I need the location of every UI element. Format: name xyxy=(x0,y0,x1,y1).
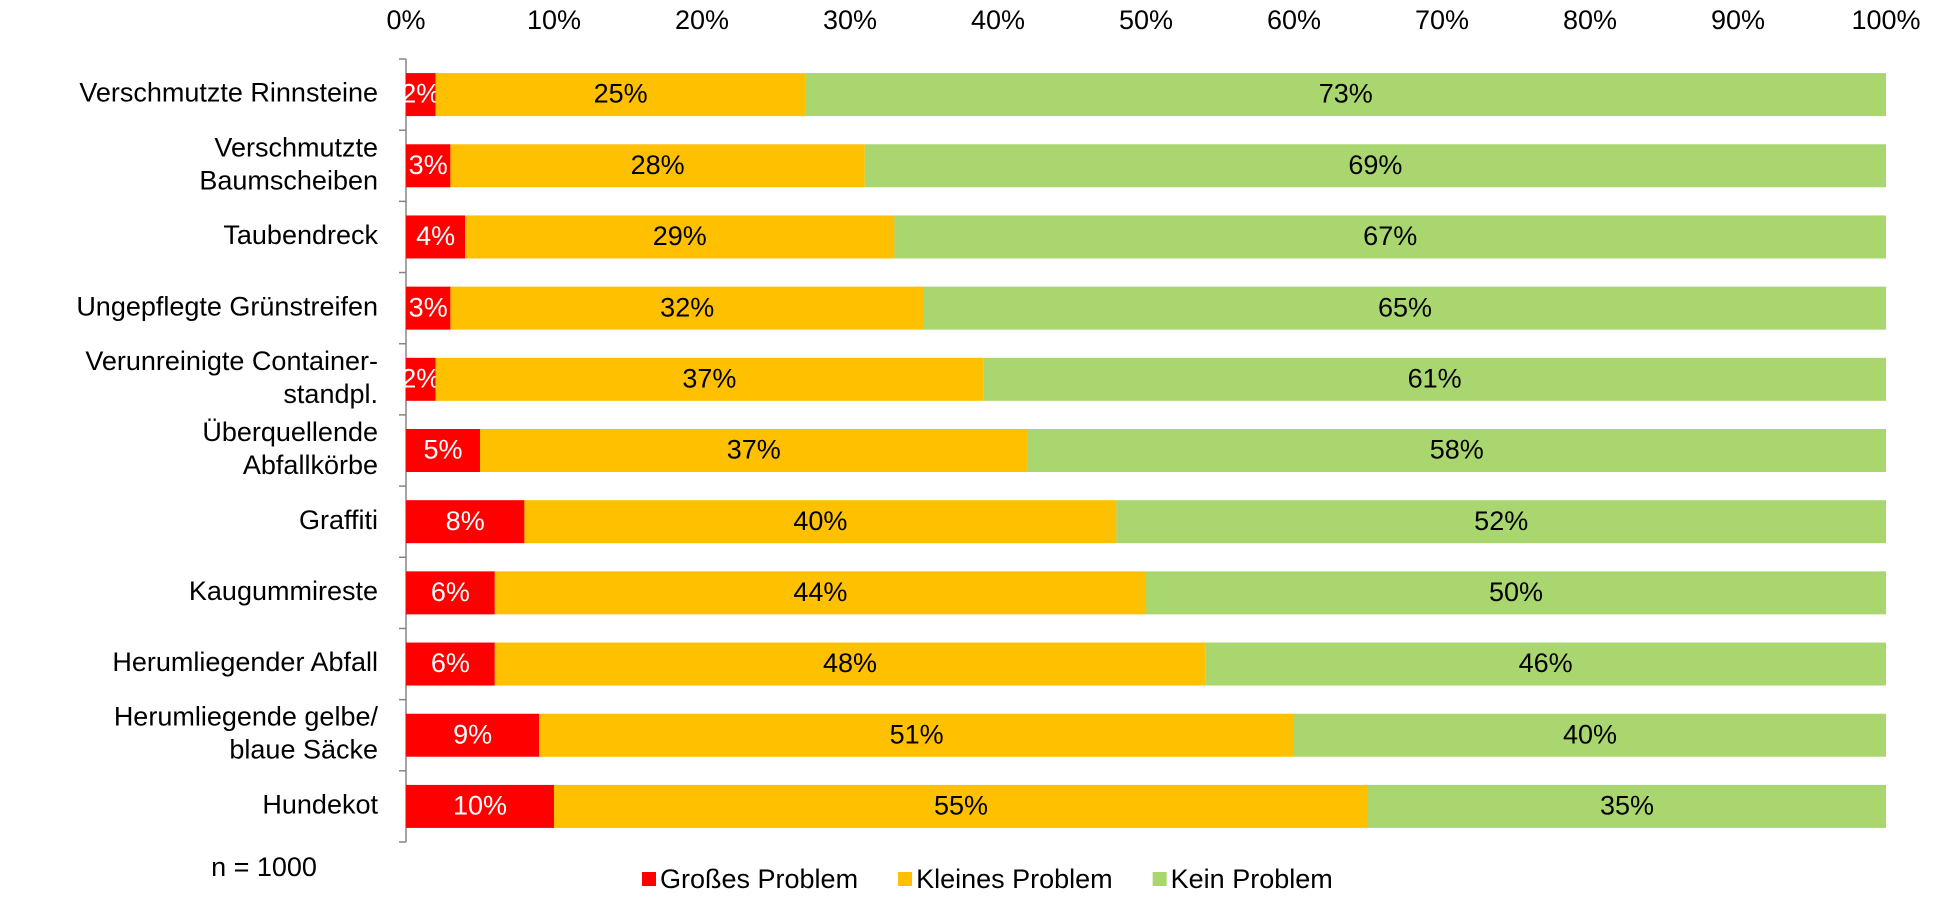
sample-note: n = 1000 xyxy=(211,852,317,882)
data-label: 5% xyxy=(423,435,462,465)
bar-segment xyxy=(1294,713,1886,757)
data-label: 37% xyxy=(682,363,736,393)
x-tick-label: 80% xyxy=(1563,5,1617,35)
data-label: 69% xyxy=(1348,150,1402,180)
bar-segment xyxy=(406,144,451,188)
x-tick-label: 100% xyxy=(1851,5,1920,35)
x-tick-label: 90% xyxy=(1711,5,1765,35)
data-label: 50% xyxy=(1489,577,1543,607)
data-label: 2% xyxy=(401,79,440,109)
bar-segment xyxy=(554,784,1368,828)
bar-segment xyxy=(406,73,436,117)
x-tick-label: 70% xyxy=(1415,5,1469,35)
bar-segment xyxy=(1205,642,1886,686)
bar-segment xyxy=(406,500,525,544)
bar-segment xyxy=(924,286,1886,330)
category-label: Graffiti xyxy=(299,505,378,535)
bar-segment xyxy=(480,429,1028,472)
data-label: 37% xyxy=(727,435,781,465)
bar-segment xyxy=(435,73,806,117)
legend-swatch xyxy=(898,872,913,886)
bar-segment xyxy=(406,429,480,472)
bar-segment xyxy=(494,571,1146,615)
bar-segment xyxy=(1027,429,1886,472)
bar-segment xyxy=(406,215,466,259)
x-tick-label: 0% xyxy=(386,5,425,35)
legend-swatch xyxy=(1152,872,1167,886)
data-label: 8% xyxy=(446,506,485,536)
bar-segment xyxy=(465,215,895,259)
data-label: 48% xyxy=(823,648,877,678)
legend-label: Kleines Problem xyxy=(916,864,1113,894)
bar-segment xyxy=(1368,784,1886,828)
bar-segment xyxy=(406,784,554,828)
bar-segment xyxy=(539,713,1294,757)
data-label: 73% xyxy=(1319,79,1373,109)
category-label: Herumliegender Abfall xyxy=(112,647,378,677)
bar-segment xyxy=(1146,571,1886,615)
x-tick-label: 40% xyxy=(971,5,1025,35)
x-tick-label: 20% xyxy=(675,5,729,35)
category-label: Ungepflegte Grünstreifen xyxy=(76,291,378,321)
legend-swatch xyxy=(642,872,656,886)
bar-segment xyxy=(894,215,1886,259)
bar-segment xyxy=(406,571,495,615)
data-label: 2% xyxy=(401,363,440,393)
data-label: 44% xyxy=(793,577,847,607)
category-label: Verunreinigte Container-standpl. xyxy=(85,346,378,409)
x-tick-label: 30% xyxy=(823,5,877,35)
bar-segment xyxy=(864,144,1886,188)
bar-segment xyxy=(450,144,865,188)
data-label: 52% xyxy=(1474,506,1528,536)
data-label: 40% xyxy=(793,506,847,536)
data-label: 51% xyxy=(890,719,944,749)
legend-label: Großes Problem xyxy=(660,864,858,894)
bar-segment xyxy=(524,500,1117,544)
category-label: Herumliegende gelbe/blaue Säcke xyxy=(114,702,379,765)
data-label: 32% xyxy=(660,292,714,322)
data-label: 3% xyxy=(409,150,448,180)
bar-segment xyxy=(406,713,540,757)
bar-segment xyxy=(805,73,1886,117)
data-label: 28% xyxy=(631,150,685,180)
legend-label: Kein Problem xyxy=(1171,864,1333,894)
bar-segment xyxy=(450,286,924,330)
category-label: Verschmutzte Rinnsteine xyxy=(79,78,378,108)
data-label: 40% xyxy=(1563,719,1617,749)
bar-segment xyxy=(406,642,495,686)
bar-segment xyxy=(435,357,984,401)
data-label: 6% xyxy=(431,648,470,678)
data-label: 58% xyxy=(1430,435,1484,465)
data-label: 61% xyxy=(1408,363,1462,393)
bar-segment xyxy=(1116,500,1886,544)
category-label: Taubendreck xyxy=(223,220,378,250)
data-label: 10% xyxy=(453,791,507,821)
data-label: 9% xyxy=(453,719,492,749)
data-label: 4% xyxy=(416,221,455,251)
category-label: Verschmutzte Baumscheiben xyxy=(199,132,378,195)
x-tick-label: 60% xyxy=(1267,5,1321,35)
data-label: 29% xyxy=(653,221,707,251)
category-label: Hundekot xyxy=(262,790,378,820)
bar-segment xyxy=(406,357,436,401)
category-label: Kaugummireste xyxy=(189,576,378,606)
data-label: 35% xyxy=(1600,791,1654,821)
data-label: 67% xyxy=(1363,221,1417,251)
category-label: Überquellende Abfallkörbe xyxy=(202,417,378,480)
data-label: 55% xyxy=(934,791,988,821)
bar-segment xyxy=(494,642,1206,686)
data-label: 65% xyxy=(1378,292,1432,322)
data-label: 3% xyxy=(409,292,448,322)
x-tick-label: 10% xyxy=(527,5,581,35)
bar-segment xyxy=(406,286,451,330)
data-label: 25% xyxy=(594,79,648,109)
x-tick-label: 50% xyxy=(1119,5,1173,35)
bar-segment xyxy=(983,357,1886,401)
data-label: 46% xyxy=(1519,648,1573,678)
data-label: 6% xyxy=(431,577,470,607)
